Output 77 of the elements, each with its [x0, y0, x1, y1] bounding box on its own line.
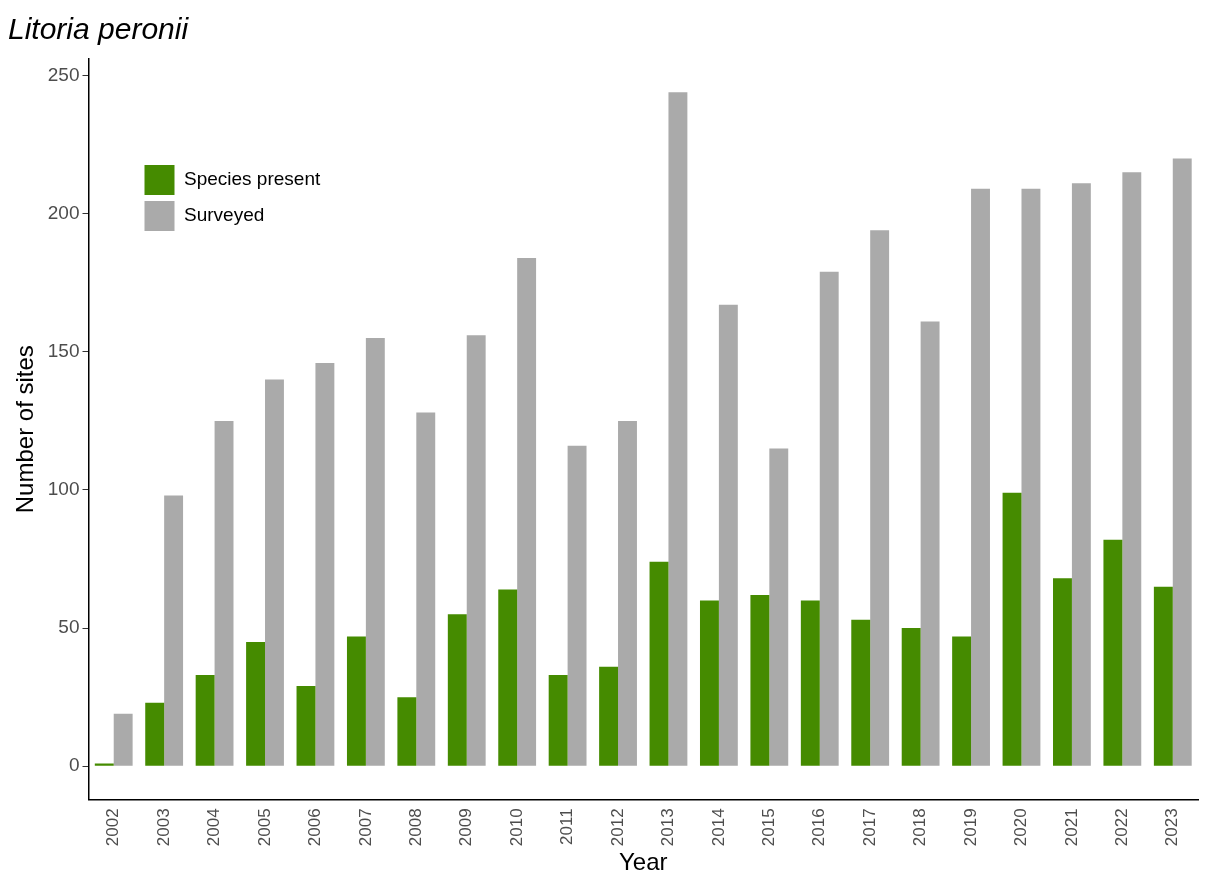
y-tick-label: 150 — [47, 340, 80, 362]
bar — [296, 686, 316, 766]
bar — [618, 420, 637, 766]
bar — [750, 594, 770, 766]
bar — [195, 675, 215, 766]
bar — [718, 304, 738, 766]
bar — [1153, 586, 1173, 766]
x-tick-label: 2020 — [1011, 808, 1031, 847]
bar — [1172, 158, 1192, 766]
x-tick-label: 2019 — [960, 808, 980, 847]
x-tick-label: 2022 — [1112, 808, 1132, 847]
bar — [819, 271, 839, 766]
y-tick-label: 200 — [47, 201, 80, 223]
x-tick-label: 2016 — [809, 808, 829, 847]
bar — [567, 445, 587, 766]
x-tick-label: 2014 — [708, 808, 728, 847]
bar — [346, 636, 366, 766]
x-tick-label: 2002 — [103, 808, 123, 847]
x-tick-label: 2008 — [405, 808, 425, 847]
bar — [397, 697, 417, 766]
chart-title: Litoria peronii — [8, 12, 190, 46]
x-tick-label: 2017 — [859, 808, 879, 847]
bar — [164, 495, 184, 766]
bar — [315, 362, 335, 766]
bar — [1002, 492, 1022, 766]
x-tick-label: 2003 — [153, 808, 173, 847]
x-tick-label: 2021 — [1061, 808, 1081, 847]
y-tick-label: 100 — [47, 478, 80, 500]
bar — [246, 641, 266, 766]
x-tick-label: 2011 — [557, 808, 577, 845]
bar — [145, 702, 165, 766]
bar — [416, 412, 436, 766]
x-tick-label: 2015 — [759, 808, 779, 847]
bar — [668, 92, 688, 766]
bar — [498, 589, 518, 766]
bar — [870, 230, 890, 766]
bar — [1021, 188, 1041, 766]
bar — [265, 379, 284, 766]
bar — [971, 188, 990, 766]
x-tick-label: 2023 — [1162, 808, 1182, 847]
bar — [1103, 539, 1123, 766]
bar — [649, 561, 669, 766]
y-tick-label: 250 — [47, 63, 80, 85]
x-tick-label: 2004 — [204, 808, 224, 847]
bar — [1122, 172, 1142, 766]
x-tick-label: 2006 — [305, 808, 325, 847]
x-tick-label: 2012 — [607, 808, 627, 847]
y-tick-label: 0 — [68, 754, 80, 776]
bar — [214, 420, 234, 766]
bar — [466, 335, 486, 766]
bar — [1071, 183, 1091, 766]
bar — [113, 713, 133, 766]
bar — [699, 600, 719, 766]
bar — [548, 675, 568, 766]
y-tick-label: 50 — [58, 616, 80, 638]
x-tick-label: 2010 — [506, 808, 526, 847]
legend-label: Surveyed — [184, 204, 265, 226]
bar — [517, 257, 537, 766]
bar — [769, 448, 789, 766]
bar — [901, 628, 921, 766]
bar — [851, 619, 871, 766]
bar — [952, 636, 972, 766]
bar — [800, 600, 820, 766]
bar — [1053, 578, 1072, 766]
x-tick-label: 2007 — [355, 808, 375, 847]
bar — [920, 321, 940, 766]
x-axis-title: Year — [619, 848, 668, 876]
x-tick-label: 2013 — [658, 808, 678, 847]
x-tick-label: 2005 — [254, 808, 274, 847]
y-axis-title: Number of sites — [11, 345, 39, 514]
bar — [599, 666, 619, 766]
x-tick-label: 2018 — [910, 808, 930, 847]
bar — [447, 614, 467, 766]
bar — [94, 763, 114, 766]
legend-label: Species present — [184, 168, 321, 190]
x-tick-label: 2009 — [456, 808, 476, 847]
bar — [365, 338, 385, 766]
